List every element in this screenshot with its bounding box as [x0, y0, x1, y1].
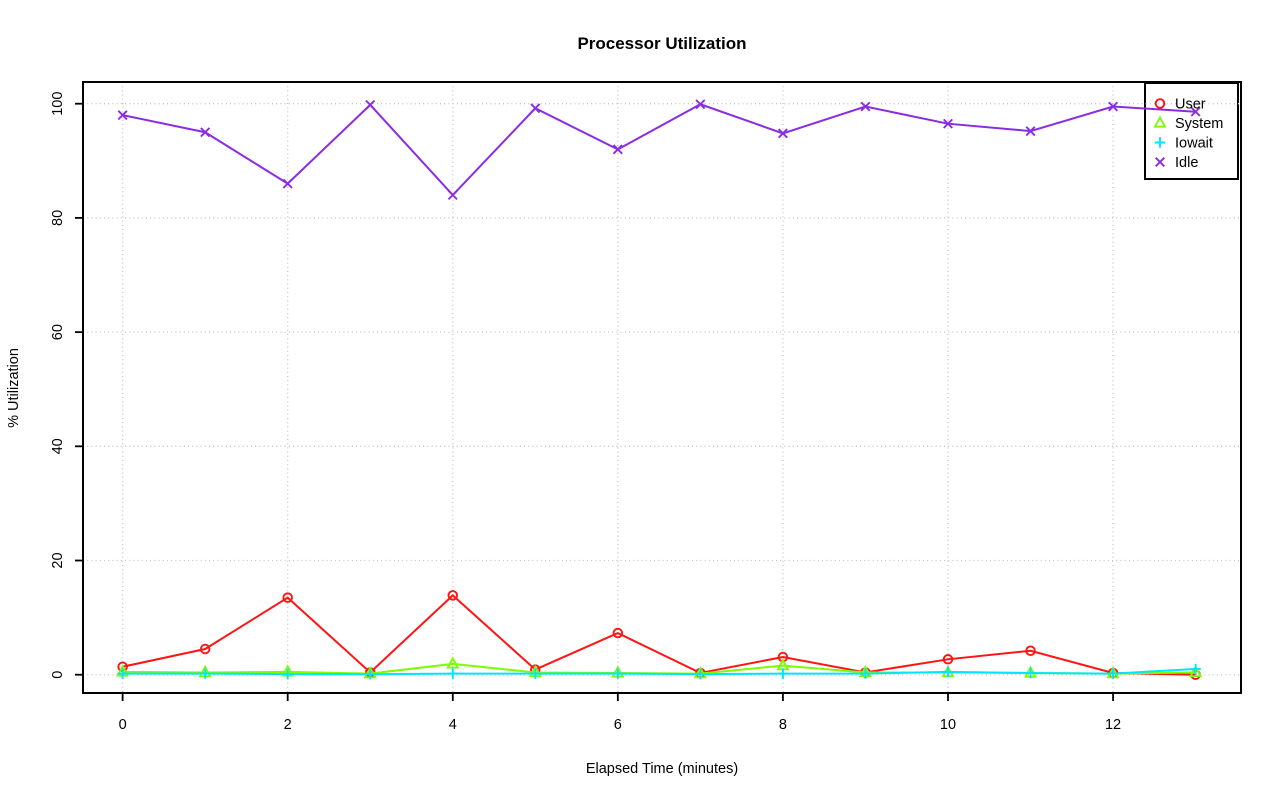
data-point-iowait	[612, 668, 624, 679]
series-line-idle	[122, 103, 1196, 197]
y-tick-label: 20	[50, 552, 66, 568]
legend-label-user: User	[1175, 97, 1206, 113]
x-tick-label: 8	[779, 717, 787, 733]
data-point-user	[612, 627, 624, 639]
x-tick-label: 4	[449, 717, 457, 733]
y-tick-label: 0	[50, 671, 66, 679]
data-point-iowait	[942, 666, 954, 678]
legend-label-iowait: Iowait	[1175, 136, 1213, 152]
data-point-iowait	[695, 668, 706, 680]
data-point-idle	[447, 190, 458, 201]
data-point-iowait	[1190, 663, 1201, 675]
data-point-iowait	[364, 668, 376, 680]
y-tick-label: 40	[50, 438, 66, 454]
legend-label-system: System	[1175, 116, 1223, 132]
series-line-iowait	[122, 668, 1196, 676]
data-point-idle	[365, 99, 376, 110]
data-point-idle	[777, 128, 788, 139]
legend-label-idle: Idle	[1175, 155, 1198, 171]
x-tick-label: 0	[119, 717, 127, 733]
plot-border	[82, 81, 1242, 694]
series-line-user	[122, 593, 1196, 676]
legend-marker-user	[1154, 98, 1166, 109]
data-point-system	[446, 656, 460, 669]
series-user	[117, 590, 1201, 680]
y-axis-label: % Utilization	[6, 348, 22, 428]
data-point-idle	[943, 118, 953, 129]
series-iowait	[117, 663, 1201, 680]
data-point-idle	[282, 178, 293, 189]
x-tick-label: 2	[284, 717, 292, 733]
data-point-user	[1025, 645, 1036, 656]
data-point-iowait	[1025, 667, 1036, 679]
data-point-iowait	[777, 668, 789, 679]
data-point-system	[1189, 664, 1203, 678]
data-point-user	[942, 654, 954, 665]
data-point-idle	[1108, 101, 1119, 112]
y-tick-label: 60	[50, 324, 66, 340]
data-point-user	[199, 643, 211, 655]
legend-layer: User System Iowait Idle	[1153, 97, 1223, 171]
x-tick-label: 12	[1105, 717, 1121, 733]
y-tick-label: 100	[50, 92, 66, 116]
data-point-idle	[200, 127, 211, 138]
y-tick-label: 80	[50, 210, 66, 226]
data-point-user	[282, 592, 293, 603]
axes-layer: 0 2 4 6 8 10 12 0 20 40 60 80 100	[50, 81, 1242, 733]
data-point-idle	[530, 103, 541, 114]
data-point-idle	[612, 144, 623, 155]
data-point-idle	[695, 99, 706, 110]
data-point-user	[447, 590, 459, 601]
x-tick-label: 10	[940, 717, 956, 733]
data-point-iowait	[860, 668, 871, 679]
series-layer	[116, 99, 1203, 680]
data-point-iowait	[1107, 668, 1119, 679]
series-idle	[117, 99, 1201, 201]
data-point-idle	[1190, 106, 1201, 117]
data-point-iowait	[447, 668, 459, 679]
x-axis-label: Elapsed Time (minutes)	[586, 761, 738, 777]
x-tick-label: 6	[614, 717, 622, 733]
data-point-iowait	[282, 668, 293, 680]
data-point-idle	[1025, 126, 1036, 137]
data-point-idle	[117, 110, 128, 121]
data-point-iowait	[199, 668, 211, 679]
data-point-idle	[860, 101, 871, 112]
legend-marker-iowait	[1154, 137, 1166, 148]
legend-marker-system	[1153, 115, 1167, 128]
gridline-layer	[83, 82, 1241, 693]
chart-title: Processor Utilization	[577, 34, 746, 53]
legend-marker-idle	[1155, 157, 1165, 167]
data-point-iowait	[117, 668, 128, 679]
data-point-iowait	[530, 668, 541, 679]
